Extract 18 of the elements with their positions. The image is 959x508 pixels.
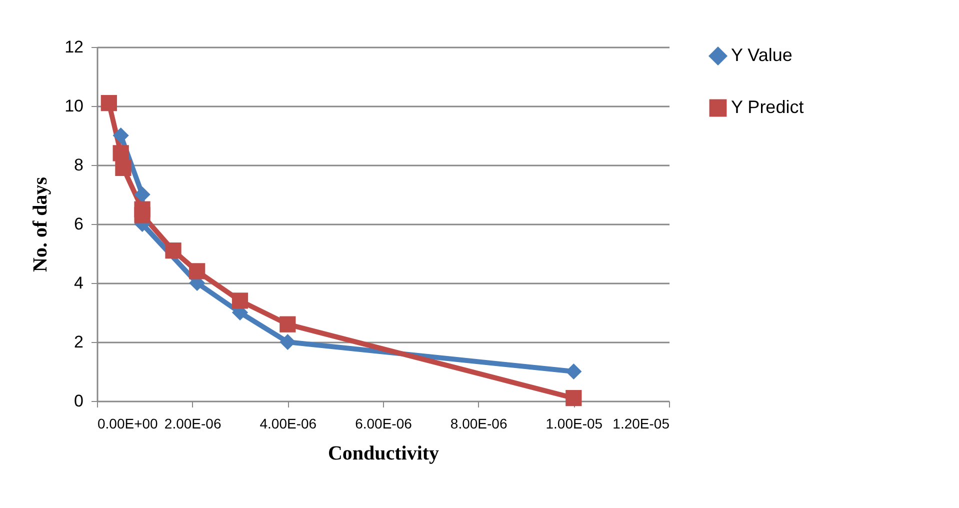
y-axis-title: No. of days [30,176,52,272]
y-tick-label: 4 [74,274,84,292]
x-axis-title: Conductivity [328,442,440,464]
legend-label: Y Value [731,45,792,65]
y-tick-label: 6 [74,214,84,234]
y-tick-label: 0 [74,392,84,410]
x-tick-label: 8.00E-06 [450,416,508,432]
legend-label: Y Predict [731,97,804,117]
x-tick-label: 0.00E+00 [98,416,158,432]
x-tick-label: 6.00E-06 [355,416,412,432]
y-tick-label: 8 [74,156,84,174]
x-tick-label: 4.00E-06 [260,416,317,432]
y-tick-label: 2 [74,332,84,352]
x-tick-label: 1.00E-05 [546,416,603,432]
x-tick-label: 2.00E-06 [164,416,222,432]
x-tick-label: 1.20E-05 [612,416,670,432]
y-tick-label: 12 [64,38,84,56]
y-tick-label: 10 [64,96,84,116]
